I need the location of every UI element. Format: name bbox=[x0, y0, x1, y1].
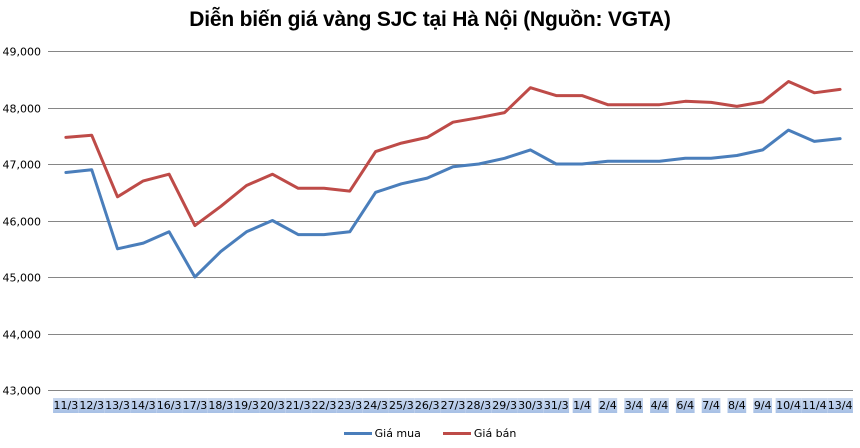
x-tick-label: 10/4 bbox=[776, 399, 801, 412]
x-tick-label: 27/3 bbox=[441, 399, 466, 412]
x-tick-label: 12/3 bbox=[79, 399, 104, 412]
x-tick-label: 1/4 bbox=[573, 399, 591, 412]
x-label-highlight bbox=[207, 398, 234, 413]
x-label-highlight bbox=[753, 398, 773, 413]
x-tick-label: 25/3 bbox=[389, 399, 414, 412]
legend-swatch-gia-mua bbox=[343, 432, 372, 435]
x-tick-label: 13/4 bbox=[828, 399, 853, 412]
series-line-gia-ban bbox=[64, 80, 842, 228]
x-tick-label: 19/3 bbox=[234, 399, 259, 412]
x-label-highlight bbox=[182, 398, 208, 413]
x-tick-label: 11/4 bbox=[802, 399, 827, 412]
x-label-highlight bbox=[543, 398, 570, 413]
x-tick-label: 8/4 bbox=[728, 399, 746, 412]
x-label-highlight bbox=[491, 398, 518, 413]
x-label-highlight bbox=[801, 398, 828, 413]
x-tick-label: 16/3 bbox=[157, 399, 182, 412]
x-label-highlight bbox=[104, 398, 131, 413]
x-tick-label: 18/3 bbox=[208, 399, 233, 412]
x-label-highlight bbox=[156, 398, 182, 413]
x-tick-label: 24/3 bbox=[363, 399, 388, 412]
x-tick-label: 2/4 bbox=[599, 399, 617, 412]
gridlines bbox=[53, 51, 853, 391]
x-label-highlight bbox=[78, 398, 105, 413]
x-tick-label: 6/4 bbox=[676, 399, 694, 412]
x-label-highlight bbox=[624, 398, 643, 413]
y-axis: 43,000 44,000 45,000 46,000 47,000 48,000 49,0… bbox=[3, 46, 53, 398]
x-label-highlight bbox=[465, 398, 492, 413]
x-tick-label: 14/3 bbox=[131, 399, 156, 412]
x-label-highlight bbox=[572, 398, 592, 413]
x-tick-label: 30/3 bbox=[518, 399, 543, 412]
series-lines bbox=[64, 80, 842, 279]
x-tick-label: 7/4 bbox=[702, 399, 720, 412]
x-label-highlight bbox=[701, 398, 721, 413]
x-label-highlight bbox=[727, 398, 747, 413]
x-label-highlight bbox=[775, 398, 802, 413]
x-label-highlight bbox=[53, 398, 79, 413]
x-label-highlight bbox=[285, 398, 312, 413]
y-tick-label: 44,000 bbox=[3, 329, 42, 342]
x-tick-label: 29/3 bbox=[492, 399, 517, 412]
x-tick-label: 11/3 bbox=[54, 399, 79, 412]
x-label-highlight bbox=[259, 398, 286, 413]
x-label-highlight bbox=[440, 398, 466, 413]
x-tick-label: 3/4 bbox=[625, 399, 643, 412]
y-tick-label: 49,000 bbox=[3, 46, 42, 59]
y-tick-label: 48,000 bbox=[3, 103, 42, 116]
legend-label-gia-mua: Giá mua bbox=[374, 427, 421, 440]
x-tick-label: 28/3 bbox=[466, 399, 491, 412]
x-label-highlight bbox=[311, 398, 337, 413]
x-label-highlight bbox=[388, 398, 415, 413]
x-tick-label: 17/3 bbox=[183, 399, 208, 412]
x-tick-label: 20/3 bbox=[260, 399, 285, 412]
chart-title: Diễn biến giá vàng SJC tại Hà Nội (Nguồn… bbox=[189, 8, 671, 31]
legend-item-gia-mua[interactable]: Giá mua bbox=[343, 427, 421, 440]
x-tick-label: 23/3 bbox=[337, 399, 362, 412]
legend-swatch-gia-ban bbox=[442, 432, 471, 435]
legend-label-gia-ban: Giá bán bbox=[473, 427, 517, 440]
x-label-highlight bbox=[336, 398, 363, 413]
x-label-highlight bbox=[827, 398, 853, 413]
x-tick-label: 22/3 bbox=[312, 399, 337, 412]
x-label-highlight bbox=[598, 398, 618, 413]
y-tick-label: 47,000 bbox=[3, 159, 42, 172]
x-tick-label: 9/4 bbox=[754, 399, 772, 412]
legend: Giá mua Giá bán bbox=[0, 427, 860, 440]
y-tick-label: 45,000 bbox=[3, 272, 42, 285]
x-axis: 11/3 12/3 13/3 14/3 16/3 17/3 18/3 19/3 20/3 21/3… bbox=[53, 398, 853, 413]
x-label-highlight bbox=[362, 398, 389, 413]
y-tick-label: 46,000 bbox=[3, 216, 42, 229]
series-line-gia-mua bbox=[64, 128, 842, 279]
x-tick-label: 13/3 bbox=[105, 399, 130, 412]
x-label-highlight bbox=[517, 398, 544, 413]
x-label-highlight bbox=[675, 398, 695, 413]
y-tick-label: 43,000 bbox=[3, 385, 42, 398]
x-label-highlight bbox=[130, 398, 157, 413]
x-tick-label: 21/3 bbox=[286, 399, 311, 412]
x-label-highlight bbox=[233, 398, 260, 413]
legend-item-gia-ban[interactable]: Giá bán bbox=[442, 427, 517, 440]
x-label-highlight bbox=[414, 398, 441, 413]
x-tick-label: 26/3 bbox=[415, 399, 440, 412]
x-tick-label: 4/4 bbox=[651, 399, 669, 412]
x-label-highlight bbox=[650, 398, 669, 413]
x-tick-label: 31/3 bbox=[544, 399, 569, 412]
